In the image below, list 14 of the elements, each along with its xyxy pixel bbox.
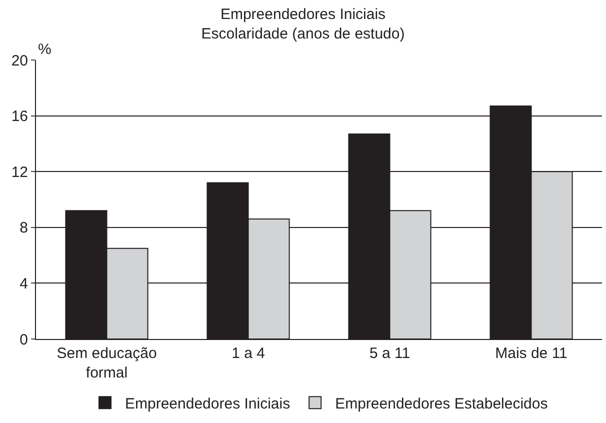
- y-tick-label: 8: [20, 220, 28, 237]
- y-tick-label: 0: [20, 331, 28, 348]
- x-tick-label: Mais de 11: [495, 345, 568, 362]
- legend-label: Empreendedores Estabelecidos: [335, 396, 548, 413]
- x-tick-label: Sem educação formal: [56, 345, 157, 382]
- y-tick-label: 16: [11, 108, 28, 126]
- legend-label: Empreendedores Iniciais: [125, 396, 290, 413]
- y-tick-label: 20: [11, 52, 28, 70]
- y-tick-label: 4: [20, 275, 28, 292]
- x-tick-label: 1 a 4: [232, 345, 265, 362]
- chart-title: Empreendedores Iniciais Escolaridade (anos de estudo): [201, 6, 405, 43]
- y-tick-label: 12: [11, 164, 28, 181]
- x-tick-label: 5 a 11: [369, 345, 410, 362]
- y-axis-title: %: [38, 41, 52, 58]
